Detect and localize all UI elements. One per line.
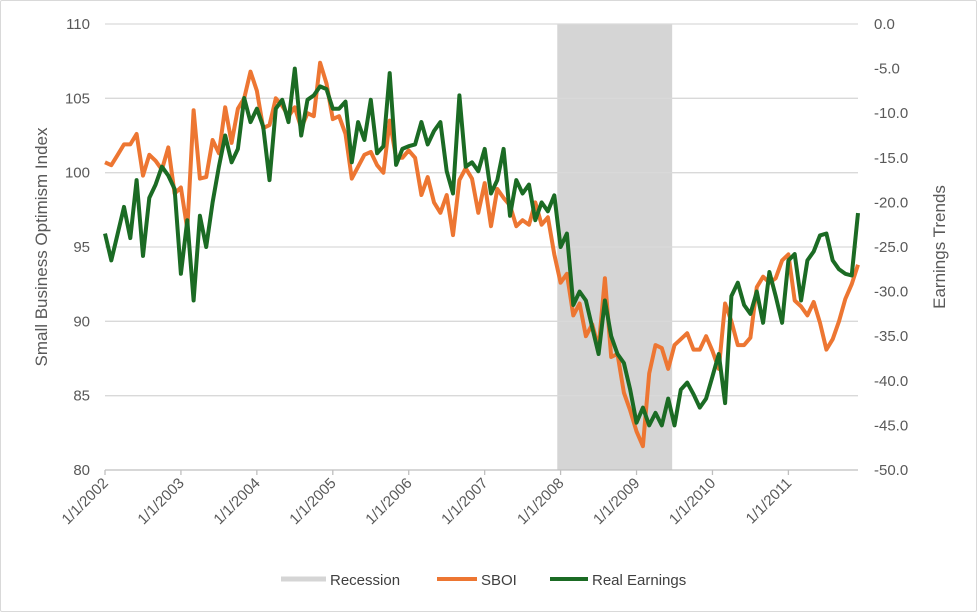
- y-left-tick-label: 100: [65, 165, 90, 182]
- y-left-tick-label: 105: [65, 90, 90, 107]
- y-left-tick-label: 110: [66, 16, 90, 33]
- x-tick-label: 1/1/2011: [743, 475, 796, 528]
- y-right-tick-label: -50.0: [874, 462, 908, 479]
- y-right-tick-label: 0.0: [874, 16, 895, 33]
- y-left-tick-label: 95: [73, 239, 90, 256]
- x-tick-label: 1/1/2006: [362, 475, 415, 528]
- x-tick-label: 1/1/2002: [59, 475, 112, 528]
- x-tick-label: 1/1/2009: [590, 475, 643, 528]
- y-right-tick-label: -35.0: [874, 328, 908, 345]
- x-tick-label: 1/1/2005: [286, 475, 339, 528]
- y-right-tick-label: -20.0: [874, 194, 908, 211]
- x-tick-label: 1/1/2008: [514, 475, 567, 528]
- legend: Recession SBOI Real Earnings: [281, 572, 686, 589]
- y-right-tick-label: -40.0: [874, 373, 908, 390]
- y-left-axis-title: Small Business Optimism Index: [32, 127, 51, 367]
- y-right-tick-label: -30.0: [874, 284, 908, 301]
- x-tick-label: 1/1/2007: [438, 475, 491, 528]
- y-right-tick-label: -10.0: [874, 105, 908, 122]
- legend-label-recession: Recession: [330, 572, 400, 589]
- series-line-sboi: [104, 60, 860, 449]
- x-tick-label: 1/1/2003: [134, 475, 187, 528]
- y-left-tick-label: 85: [73, 388, 90, 405]
- legend-label-real-earnings: Real Earnings: [592, 572, 686, 589]
- y-left-tick-label: 90: [73, 313, 90, 330]
- legend-label-sboi: SBOI: [481, 572, 517, 589]
- y-right-axis-title: Earnings Trends: [930, 185, 949, 309]
- series-line-real-earnings: [103, 66, 860, 428]
- y-right-tick-label: -5.0: [874, 61, 900, 78]
- y-right-tick-label: -15.0: [874, 150, 908, 167]
- y-right-tick-label: -25.0: [874, 239, 908, 256]
- x-tick-label: 1/1/2004: [210, 475, 263, 528]
- y-left-tick-label: 80: [73, 462, 90, 479]
- x-tick-label: 1/1/2010: [666, 475, 719, 528]
- y-right-tick-label: -45.0: [874, 417, 908, 434]
